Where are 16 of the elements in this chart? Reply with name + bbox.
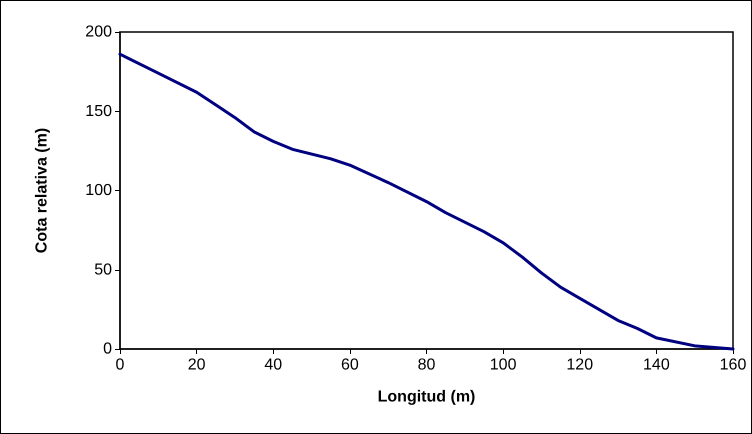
y-tick-label: 200 — [85, 24, 112, 40]
x-tick-label: 160 — [720, 356, 746, 374]
x-tick-label: 0 — [116, 356, 125, 374]
x-tick-label: 40 — [264, 356, 282, 374]
x-tick-label: 100 — [490, 356, 517, 374]
x-tick-label: 60 — [340, 356, 359, 374]
x-tick-label: 20 — [188, 356, 206, 374]
x-tick-label: 140 — [643, 356, 670, 374]
y-axis-title: Cota relativa (m) — [34, 128, 50, 254]
y-tick-label: 150 — [85, 102, 112, 120]
x-tick-label: 120 — [566, 356, 594, 374]
x-axis-title: Longitud (m) — [378, 388, 476, 406]
y-tick-label: 100 — [85, 182, 112, 199]
y-tick-label: 50 — [94, 261, 112, 278]
y-tick-label: 0 — [103, 340, 112, 358]
x-tick-label: 80 — [418, 356, 436, 374]
